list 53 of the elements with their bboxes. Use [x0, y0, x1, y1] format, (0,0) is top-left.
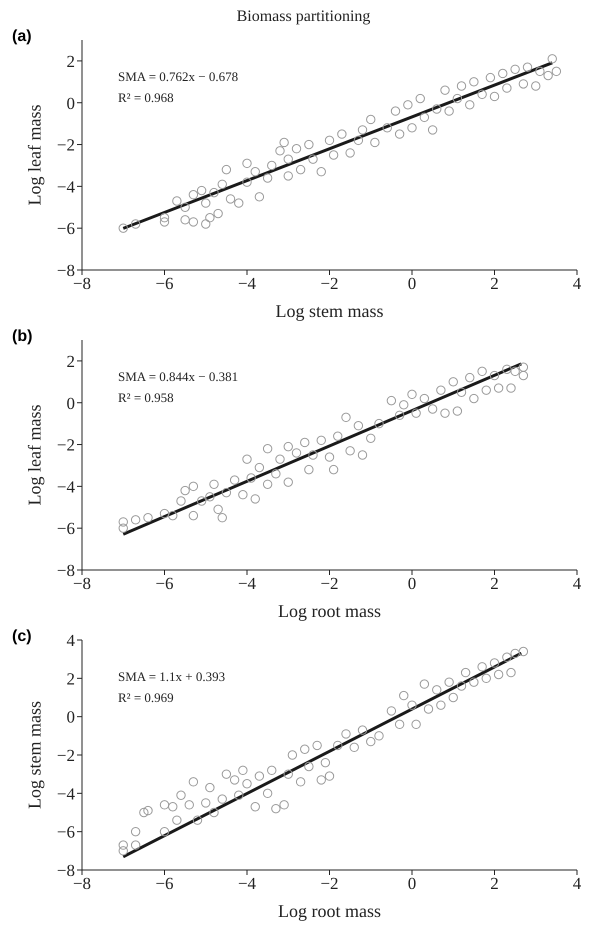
annotation: SMA = 0.762x − 0.678	[118, 68, 238, 86]
x-tick-label: −2	[320, 574, 339, 594]
annotation: SMA = 0.844x − 0.381	[118, 368, 238, 386]
x-tick-label: −2	[320, 874, 339, 894]
y-tick-label: 0	[66, 94, 75, 113]
y-tick-label: −4	[56, 177, 76, 196]
y-tick-label: −8	[56, 261, 75, 280]
x-tick-label: −6	[155, 274, 174, 294]
y-tick-label: 2	[66, 352, 75, 371]
annotation: R² = 0.968	[118, 89, 175, 107]
y-tick-label: −8	[56, 561, 75, 580]
y-tick-label: −2	[56, 136, 75, 155]
y-tick-label: 4	[66, 631, 76, 650]
x-axis-title: Log stem mass	[276, 300, 384, 321]
x-tick-label: 4	[572, 274, 582, 294]
x-tick-label: −6	[155, 874, 174, 894]
x-tick-label: −6	[155, 574, 174, 594]
x-tick-label: 2	[490, 874, 499, 894]
y-tick-label: 0	[66, 394, 75, 413]
y-tick-label: −6	[56, 822, 75, 842]
annotation: SMA = 1.1x + 0.393	[118, 668, 226, 686]
x-tick-label: 4	[572, 874, 582, 894]
y-tick-label: −2	[56, 746, 75, 766]
x-tick-label: 4	[572, 574, 582, 594]
y-tick-label: −6	[56, 519, 75, 538]
x-axis-title: Log root mass	[278, 900, 381, 921]
y-axis-title: Log leaf mass	[24, 404, 44, 506]
x-tick-label: −2	[320, 274, 339, 294]
x-tick-label: 2	[490, 274, 499, 294]
y-tick-label: −6	[56, 219, 75, 238]
x-tick-label: −4	[238, 274, 257, 294]
x-axis-title: Log root mass	[278, 600, 381, 621]
x-tick-label: 2	[490, 574, 499, 594]
y-tick-label: 0	[66, 708, 75, 727]
y-tick-label: 2	[66, 669, 75, 688]
x-tick-label: 0	[408, 574, 416, 594]
text: (a)	[12, 28, 32, 46]
y-tick-label: −2	[56, 436, 75, 455]
chart-title: Biomass partitioning	[236, 8, 372, 27]
x-tick-label: −4	[238, 874, 257, 894]
text: (c)	[12, 628, 32, 646]
y-tick-label: 2	[66, 52, 75, 71]
text: (b)	[12, 328, 32, 346]
y-axis-title: Log leaf mass	[24, 104, 44, 206]
y-tick-label: −4	[56, 784, 76, 804]
x-tick-label: 0	[408, 874, 416, 894]
x-tick-label: −4	[238, 574, 257, 594]
y-tick-label: −4	[56, 477, 76, 496]
annotation: R² = 0.969	[118, 689, 175, 707]
x-tick-label: 0	[408, 274, 416, 294]
y-tick-label: −8	[56, 861, 75, 880]
y-axis-title: Log stem mass	[24, 701, 44, 809]
annotation: R² = 0.958	[118, 389, 175, 407]
